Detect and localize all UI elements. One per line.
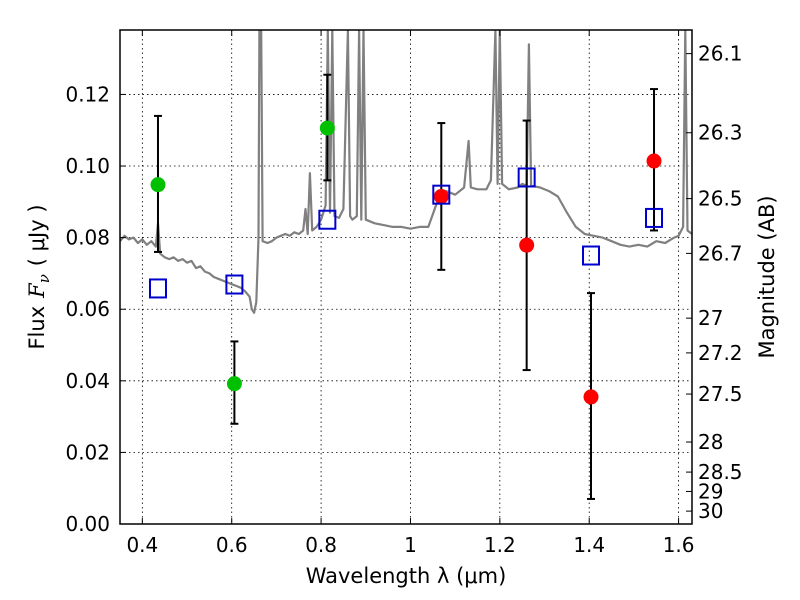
x-tick-label: 1.6: [663, 533, 695, 557]
green-circle-marker: [226, 376, 242, 392]
data-markers: [148, 120, 664, 405]
blue-square-marker: [517, 167, 536, 188]
red-circle-marker: [519, 237, 535, 253]
y-tick-label: 0.08: [65, 226, 110, 250]
y2-tick-label: 26.1: [698, 42, 743, 66]
x-tick-label: 1.4: [573, 533, 605, 557]
y2-tick-label: 30: [698, 499, 723, 523]
x-tick-label: 0.8: [305, 533, 337, 557]
ticks: [120, 30, 692, 525]
green-circle-marker: [150, 177, 166, 193]
y-axis-label: FluxFν( μJy ): [25, 204, 53, 349]
x-tick-label: 1.2: [484, 533, 516, 557]
tick-labels: 0.4 0.6 0.8 1 1.2 1.4 1.6 0.00 0.02 0.04 0.06 0.08 0…: [65, 42, 742, 557]
blue-square-marker: [318, 209, 337, 230]
blue-square-marker: [645, 207, 664, 228]
y2-tick-label: 26.7: [698, 241, 743, 265]
blue-square-marker: [148, 278, 167, 299]
y2-tick-label: 27.2: [698, 341, 743, 365]
y-tick-label: 0.12: [65, 82, 110, 106]
x-tick-label: 0.4: [126, 533, 158, 557]
y-tick-label: 0.02: [65, 440, 110, 464]
y2-tick-label: 26.5: [698, 187, 743, 211]
x-axis-label: Wavelength λ (μm): [306, 564, 507, 588]
y-tick-label: 0.10: [65, 154, 110, 178]
y2-tick-label: 28.5: [698, 460, 743, 484]
y2-tick-label: 28: [698, 430, 723, 454]
y2-tick-label: 26.3: [698, 121, 743, 145]
y2-tick-label: 27: [698, 306, 723, 330]
plot-background: [120, 30, 692, 524]
blue-square-marker: [582, 245, 601, 266]
y2-axis-label: Magnitude (AB): [755, 195, 779, 358]
plot-frame: [119, 29, 693, 525]
y2-tick-label: 29: [698, 479, 723, 503]
y2-tick-label: 27.5: [698, 382, 743, 406]
red-circle-marker: [583, 389, 599, 405]
x-tick-label: 1: [404, 533, 417, 557]
x-tick-label: 0.6: [216, 533, 248, 557]
blue-square-marker: [432, 184, 451, 205]
green-circle-marker: [319, 120, 335, 136]
y-tick-label: 0.04: [65, 369, 110, 393]
red-circle-marker: [433, 188, 449, 204]
y-tick-label: 0.06: [65, 297, 110, 321]
y-tick-label: 0.00: [65, 512, 110, 536]
red-circle-marker: [646, 153, 662, 169]
blue-square-marker: [225, 274, 244, 295]
